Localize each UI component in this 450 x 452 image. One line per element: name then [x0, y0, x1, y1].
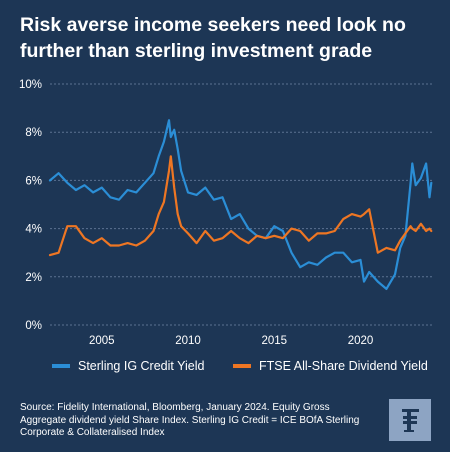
- source-line-3: Corporate & Collateralised Index: [20, 427, 165, 438]
- page-title: Risk averse income seekers need look no …: [20, 12, 435, 64]
- x-tick-label: 2020: [348, 335, 374, 347]
- title-line-2: further than sterling investment grade: [20, 40, 373, 62]
- source-note: Source: Fidelity International, Bloomber…: [20, 402, 380, 440]
- y-tick-label: 4%: [25, 224, 42, 236]
- legend-swatch-orange: [233, 364, 251, 368]
- chart-legend: Sterling IG Credit Yield FTSE All-Share …: [0, 359, 450, 381]
- y-tick-label: 8%: [25, 127, 42, 139]
- legend-label-ftse-dividend: FTSE All-Share Dividend Yield: [259, 359, 428, 373]
- source-line-2: Aggregate dividend yield Share Index. St…: [20, 414, 360, 426]
- source-line-1: Source: Fidelity International, Bloomber…: [20, 402, 330, 413]
- y-tick-label: 10%: [19, 79, 42, 91]
- legend-swatch-blue: [52, 364, 70, 368]
- series-line-ig-credit: [48, 119, 433, 290]
- fidelity-f-logo-icon: [389, 399, 431, 441]
- title-line-1: Risk averse income seekers need look no: [20, 14, 406, 36]
- x-tick-label: 2010: [175, 335, 201, 347]
- x-tick-label: 2005: [89, 335, 115, 347]
- y-tick-label: 2%: [25, 272, 42, 284]
- line-chart: 0% 2% 4% 6% 8% 10% 2005 2010 2015 2020: [19, 79, 433, 347]
- legend-item-ig-credit: Sterling IG Credit Yield: [52, 359, 204, 373]
- series-line-ftse-dividend: [48, 155, 433, 257]
- x-tick-label: 2015: [261, 335, 287, 347]
- legend-label-ig-credit: Sterling IG Credit Yield: [78, 359, 205, 373]
- logo-glyph: [402, 409, 419, 432]
- legend-item-ftse-dividend: FTSE All-Share Dividend Yield: [233, 359, 428, 373]
- y-tick-label: 0%: [25, 320, 42, 332]
- y-tick-label: 6%: [25, 175, 42, 187]
